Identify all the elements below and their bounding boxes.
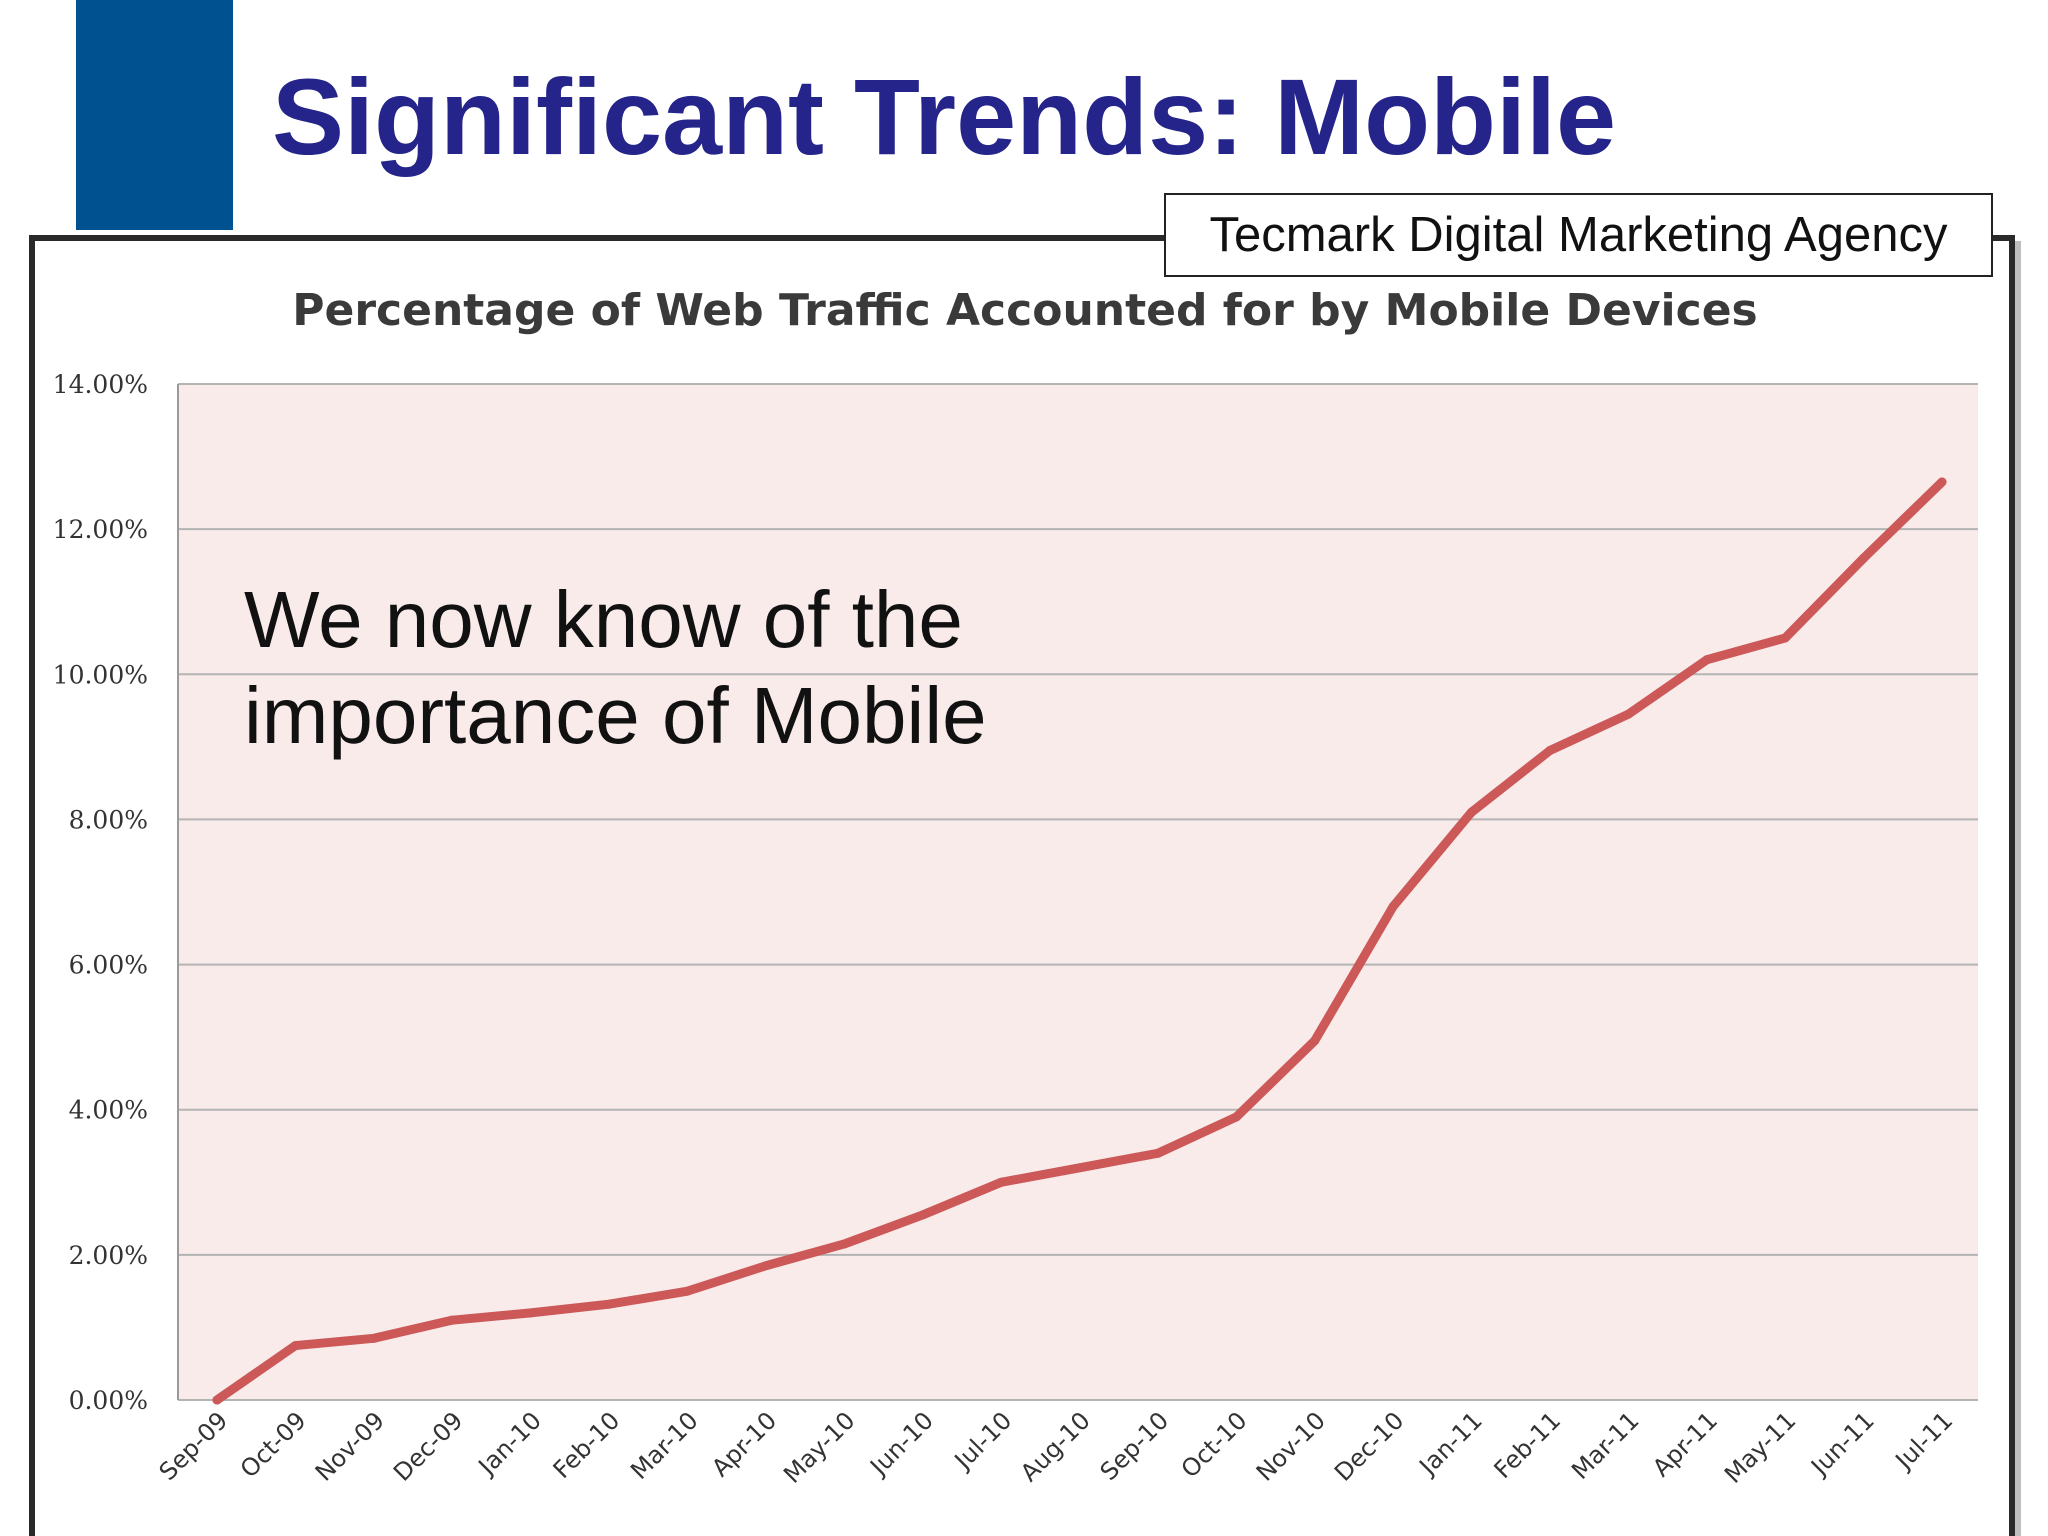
x-tick-label: Oct-10 [1176, 1406, 1253, 1483]
x-tick-label: Nov-10 [1251, 1406, 1331, 1486]
data-point [1231, 1112, 1241, 1122]
gridlines [177, 383, 1978, 1401]
y-tick-label: 8.00% [69, 805, 148, 834]
source-label: Tecmark Digital Marketing Agency [1164, 193, 1993, 277]
data-point [526, 1308, 536, 1318]
x-tick-label: May-10 [778, 1406, 860, 1488]
data-point [604, 1299, 614, 1309]
data-point [1859, 553, 1869, 563]
plot-area [178, 384, 1978, 1400]
x-tick-label: Oct-09 [235, 1406, 312, 1483]
y-tick-label: 0.00% [69, 1386, 148, 1415]
data-points [212, 477, 1947, 1405]
data-point [290, 1341, 300, 1351]
x-tick-label: Sep-09 [154, 1406, 234, 1486]
y-axis-ticks: 0.00% 2.00% 4.00% 6.00% 8.00% 10.00% 12.00% 14.… [53, 370, 148, 1415]
data-point [996, 1177, 1006, 1187]
x-tick-label: Jan-11 [1413, 1406, 1488, 1481]
y-tick-label: 14.00% [53, 370, 148, 399]
x-tick-label: Mar-11 [1566, 1406, 1644, 1484]
x-tick-label: Feb-10 [548, 1406, 626, 1484]
callout-line-1: We now know of the [244, 575, 963, 664]
data-point [1623, 709, 1633, 719]
x-tick-label: Dec-09 [388, 1406, 468, 1486]
callout-line-2: importance of Mobile [244, 671, 987, 760]
data-point [212, 1395, 222, 1405]
data-point [1937, 477, 1947, 487]
data-point [447, 1315, 457, 1325]
y-tick-label: 6.00% [69, 951, 148, 980]
data-point [1310, 1036, 1320, 1046]
x-tick-label: Apr-11 [1647, 1406, 1723, 1482]
x-tick-label: Sep-10 [1095, 1406, 1175, 1486]
x-tick-label: Dec-10 [1329, 1406, 1409, 1486]
y-tick-label: 2.00% [69, 1241, 148, 1270]
x-tick-label: Jul-10 [948, 1406, 1017, 1475]
data-point [1780, 633, 1790, 643]
data-point [1153, 1148, 1163, 1158]
data-point [1388, 902, 1398, 912]
y-tick-label: 10.00% [53, 660, 148, 689]
x-tick-label: Apr-10 [706, 1406, 782, 1482]
x-tick-label: May-11 [1719, 1406, 1801, 1488]
data-point [1075, 1163, 1084, 1173]
data-point [369, 1333, 379, 1343]
data-point [1702, 655, 1712, 665]
callout-text: We now know of the importance of Mobile [244, 572, 987, 764]
x-tick-label: Feb-11 [1489, 1406, 1567, 1484]
data-point [682, 1286, 692, 1296]
data-point [761, 1261, 771, 1271]
x-tick-label: Jul-11 [1889, 1406, 1958, 1475]
x-tick-label: Mar-10 [625, 1406, 703, 1484]
x-tick-label: Jun-11 [1804, 1406, 1879, 1481]
data-point [839, 1239, 849, 1249]
y-tick-label: 12.00% [53, 515, 148, 544]
data-point [918, 1210, 928, 1220]
y-tick-label: 4.00% [69, 1096, 148, 1125]
data-point [1467, 807, 1477, 817]
x-tick-label: Nov-09 [310, 1406, 390, 1486]
chart-title: Percentage of Web Traffic Accounted for … [292, 285, 1758, 336]
data-point [1545, 745, 1555, 755]
accent-block [76, 0, 233, 230]
x-tick-label: Jan-10 [472, 1406, 547, 1481]
slide-title: Significant Trends: Mobile [272, 56, 1617, 177]
x-tick-label: Jun-10 [863, 1406, 938, 1481]
x-tick-label: Aug-10 [1015, 1406, 1096, 1487]
